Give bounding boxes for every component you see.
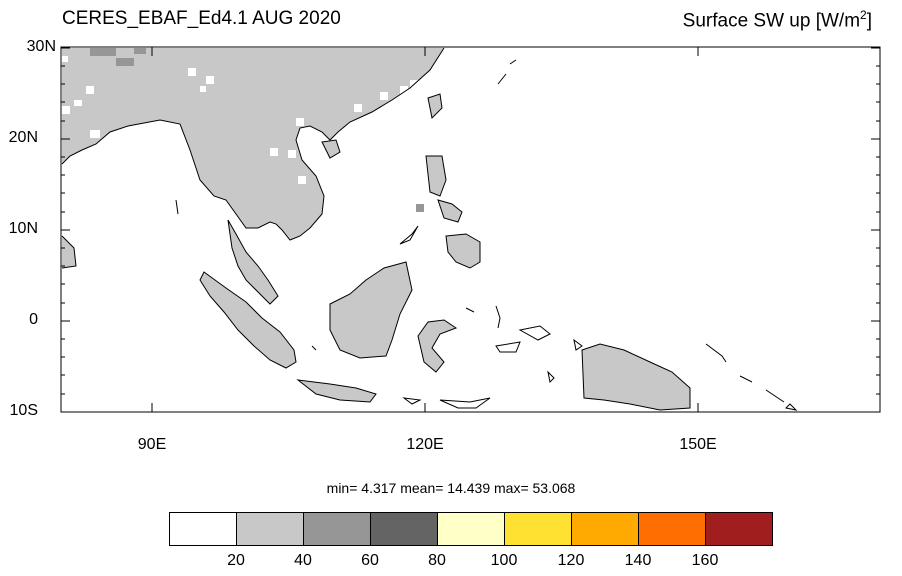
coastlines (61, 47, 798, 411)
colorbar-box-5 (505, 513, 572, 545)
colorbar-box-0 (170, 513, 237, 545)
stats-line: min= 4.317 mean= 14.439 max= 53.068 (326, 480, 576, 496)
colorbar-label-120: 120 (557, 552, 585, 569)
colorbar-box-8 (706, 513, 772, 545)
colorbar-label-140: 140 (624, 552, 652, 569)
land-fill (62, 48, 690, 410)
colorbar-box-7 (639, 513, 706, 545)
colorbar-label-60: 60 (361, 552, 379, 569)
lon-label-120e: 120E (406, 436, 444, 453)
variable-title-text: Surface SW up [W/m (682, 10, 861, 32)
lat-label-30n: 30N (26, 38, 56, 55)
lon-label-150e: 150E (679, 436, 717, 453)
lat-label-10s: 10S (9, 402, 38, 419)
variable-title: Surface SW up [W/m2] (683, 8, 872, 32)
lat-label-20n: 20N (8, 129, 38, 146)
colorbar-label-100: 100 (490, 552, 518, 569)
colorbar-label-160: 160 (691, 552, 719, 569)
dark-cells (90, 48, 424, 212)
map-title: CERES_EBAF_Ed4.1 AUG 2020 (62, 8, 341, 29)
colorbar-box-2 (304, 513, 371, 545)
colorbar-box-1 (237, 513, 304, 545)
lon-label-90e: 90E (137, 436, 167, 453)
colorbar-box-3 (371, 513, 438, 545)
lat-label-0: 0 (29, 311, 38, 328)
lat-label-10n: 10N (8, 220, 38, 237)
colorbar-label-20: 20 (227, 552, 245, 569)
colorbar-label-40: 40 (294, 552, 312, 569)
colorbar-label-80: 80 (428, 552, 446, 569)
colorbar-box-4 (438, 513, 505, 545)
colorbar-box-6 (572, 513, 639, 545)
variable-title-end: ] (866, 10, 872, 32)
variable-title-sup: 2 (860, 8, 867, 22)
colorbar (169, 512, 773, 546)
minor-ticks (61, 65, 880, 395)
axis-ticks (61, 47, 880, 413)
